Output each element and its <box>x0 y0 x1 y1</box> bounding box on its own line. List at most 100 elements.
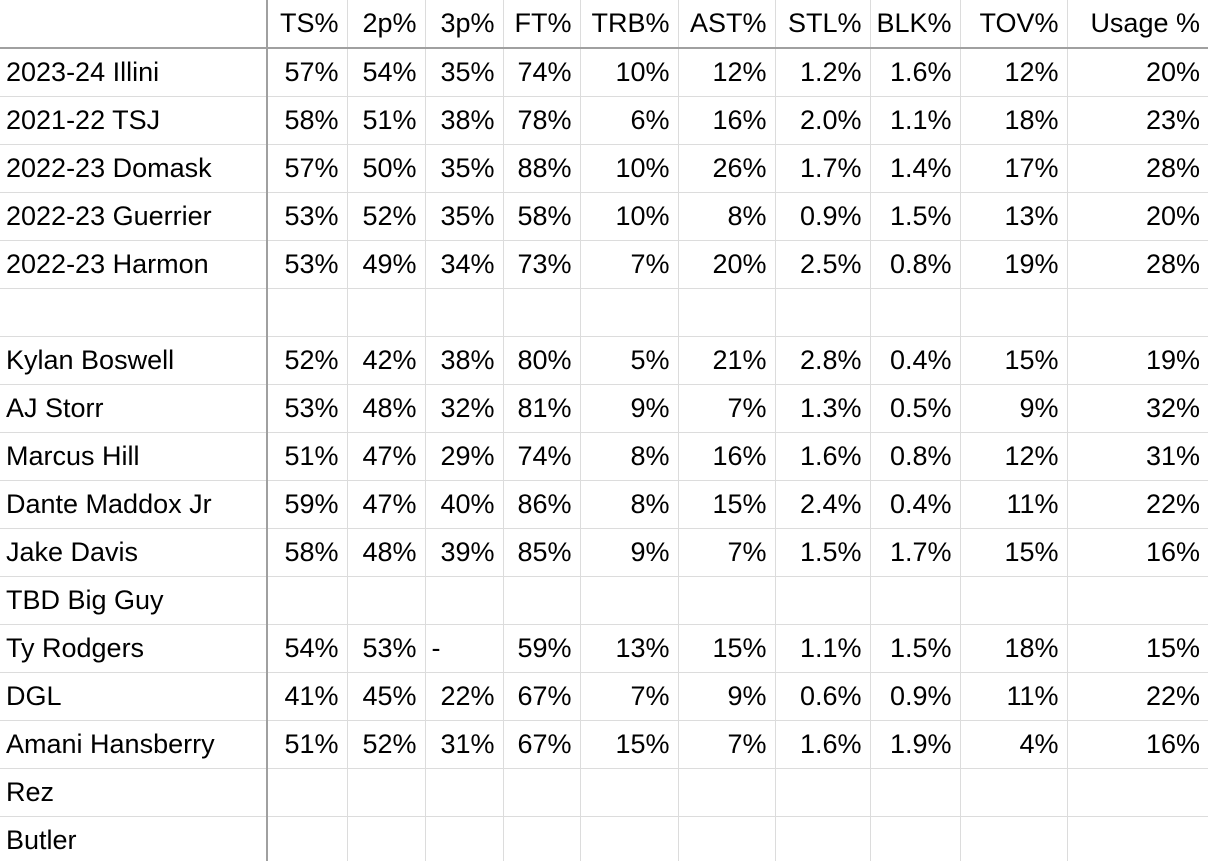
cell[interactable]: 47% <box>346 480 426 529</box>
cell[interactable]: 47% <box>346 432 426 481</box>
cell[interactable]: 0.9% <box>774 192 871 241</box>
cell[interactable]: 9% <box>579 384 679 433</box>
cell[interactable]: 1.6% <box>774 720 871 769</box>
cell[interactable]: 15% <box>959 336 1068 385</box>
cell[interactable] <box>424 816 504 861</box>
cell[interactable]: 12% <box>959 47 1068 97</box>
cell[interactable]: 0.4% <box>869 480 961 529</box>
cell[interactable]: 67% <box>502 720 581 769</box>
cell[interactable] <box>346 288 426 337</box>
cell[interactable]: 16% <box>1066 720 1208 769</box>
cell[interactable] <box>424 288 504 337</box>
cell[interactable] <box>579 768 679 817</box>
cell[interactable]: 11% <box>959 480 1068 529</box>
cell[interactable]: 67% <box>502 672 581 721</box>
cell[interactable]: 53% <box>266 240 348 289</box>
cell[interactable]: 1.9% <box>869 720 961 769</box>
cell[interactable]: 52% <box>346 192 426 241</box>
cell[interactable]: 73% <box>502 240 581 289</box>
cell[interactable]: 11% <box>959 672 1068 721</box>
cell[interactable]: 1.6% <box>774 432 871 481</box>
cell[interactable] <box>677 576 776 625</box>
cell[interactable]: 26% <box>677 144 776 193</box>
row-name-cell[interactable]: 2022-23 Harmon <box>0 240 268 289</box>
cell[interactable]: 1.5% <box>869 624 961 673</box>
cell[interactable]: 31% <box>424 720 504 769</box>
column-header-usage[interactable]: Usage % <box>1066 0 1208 49</box>
cell[interactable] <box>579 816 679 861</box>
cell[interactable]: 20% <box>677 240 776 289</box>
cell[interactable]: 16% <box>677 432 776 481</box>
cell[interactable] <box>346 816 426 861</box>
cell[interactable]: 80% <box>502 336 581 385</box>
cell[interactable]: 51% <box>266 720 348 769</box>
cell[interactable]: 1.6% <box>869 47 961 97</box>
cell[interactable]: 9% <box>677 672 776 721</box>
column-header-trb[interactable]: TRB% <box>579 0 679 49</box>
cell[interactable]: 41% <box>266 672 348 721</box>
cell[interactable]: 7% <box>579 240 679 289</box>
row-name-cell[interactable]: Dante Maddox Jr <box>0 480 268 529</box>
cell[interactable]: 59% <box>502 624 581 673</box>
cell[interactable] <box>959 288 1068 337</box>
cell[interactable]: 16% <box>1066 528 1208 577</box>
cell[interactable]: 16% <box>677 96 776 145</box>
cell[interactable]: 1.5% <box>774 528 871 577</box>
column-header-tov[interactable]: TOV% <box>959 0 1068 49</box>
cell[interactable] <box>502 768 581 817</box>
cell[interactable]: 53% <box>346 624 426 673</box>
cell[interactable]: 1.7% <box>869 528 961 577</box>
cell[interactable] <box>959 576 1068 625</box>
cell[interactable]: 59% <box>266 480 348 529</box>
cell[interactable]: 5% <box>579 336 679 385</box>
cell[interactable] <box>266 816 348 861</box>
cell[interactable]: 15% <box>579 720 679 769</box>
cell[interactable] <box>774 768 871 817</box>
cell[interactable]: 0.8% <box>869 240 961 289</box>
cell[interactable]: 48% <box>346 384 426 433</box>
cell[interactable]: 51% <box>346 96 426 145</box>
cell[interactable]: 19% <box>1066 336 1208 385</box>
cell[interactable] <box>677 768 776 817</box>
cell[interactable] <box>424 768 504 817</box>
cell[interactable]: 9% <box>959 384 1068 433</box>
column-header-blk[interactable]: BLK% <box>869 0 961 49</box>
cell[interactable] <box>346 576 426 625</box>
cell[interactable]: 7% <box>579 672 679 721</box>
cell[interactable]: 15% <box>959 528 1068 577</box>
row-name-cell[interactable]: Marcus Hill <box>0 432 268 481</box>
cell[interactable]: - <box>424 624 504 673</box>
cell[interactable] <box>266 576 348 625</box>
cell[interactable] <box>266 768 348 817</box>
cell[interactable]: 15% <box>677 624 776 673</box>
cell[interactable]: 12% <box>677 47 776 97</box>
cell[interactable] <box>774 816 871 861</box>
cell[interactable]: 2.8% <box>774 336 871 385</box>
cell[interactable] <box>869 768 961 817</box>
cell[interactable]: 28% <box>1066 240 1208 289</box>
cell[interactable]: 53% <box>266 384 348 433</box>
column-header-stl[interactable]: STL% <box>774 0 871 49</box>
cell[interactable] <box>869 288 961 337</box>
cell[interactable]: 1.7% <box>774 144 871 193</box>
cell[interactable]: 18% <box>959 624 1068 673</box>
cell[interactable] <box>677 816 776 861</box>
cell[interactable] <box>1066 816 1208 861</box>
cell[interactable] <box>266 288 348 337</box>
cell[interactable]: 10% <box>579 144 679 193</box>
column-header-ast[interactable]: AST% <box>677 0 776 49</box>
cell[interactable]: 74% <box>502 432 581 481</box>
cell[interactable]: 7% <box>677 528 776 577</box>
cell[interactable]: 0.9% <box>869 672 961 721</box>
cell[interactable]: 13% <box>959 192 1068 241</box>
row-name-cell[interactable]: 2021-22 TSJ <box>0 96 268 145</box>
cell[interactable]: 8% <box>677 192 776 241</box>
cell[interactable] <box>677 288 776 337</box>
cell[interactable]: 23% <box>1066 96 1208 145</box>
cell[interactable] <box>579 288 679 337</box>
cell[interactable]: 38% <box>424 96 504 145</box>
cell[interactable]: 7% <box>677 720 776 769</box>
cell[interactable]: 40% <box>424 480 504 529</box>
cell[interactable]: 20% <box>1066 192 1208 241</box>
cell[interactable]: 12% <box>959 432 1068 481</box>
